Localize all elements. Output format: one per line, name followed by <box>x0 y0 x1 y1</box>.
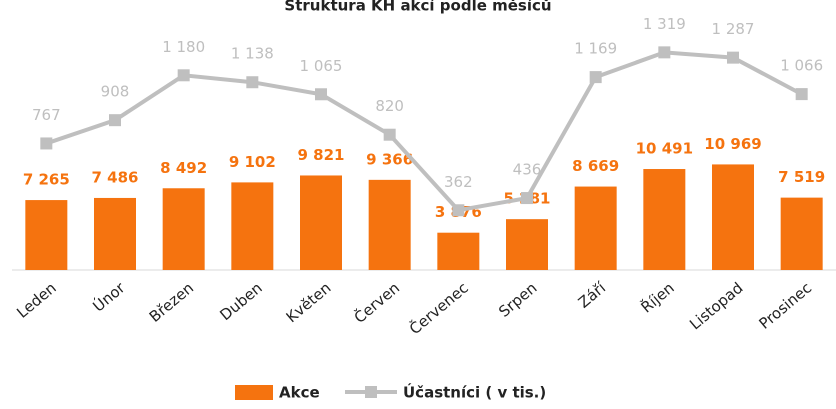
bar-label: 8 492 <box>160 159 207 177</box>
line <box>45 50 803 213</box>
x-tick-label: Srpen <box>495 279 540 321</box>
bar-label: 8 669 <box>572 157 619 175</box>
line-marker <box>795 88 808 101</box>
x-tick-label: Leden <box>13 279 59 322</box>
line-marker <box>383 128 396 141</box>
x-tick-label: Říjen <box>637 278 678 317</box>
bar-label: 9 821 <box>298 146 345 164</box>
line-marker <box>521 192 533 205</box>
x-tick-label: Únor <box>89 277 129 315</box>
legend-swatch <box>365 386 377 398</box>
bar <box>162 188 205 270</box>
legend-label: Akce <box>279 384 320 402</box>
bar-label: 9 366 <box>366 150 413 168</box>
bar <box>94 197 136 270</box>
legend-swatch <box>235 385 273 400</box>
line-marker <box>658 46 671 59</box>
line-marker <box>177 69 190 82</box>
x-tick-label: Prosinec <box>755 279 815 333</box>
line-marker <box>452 204 465 217</box>
x-tick-label: Listopad <box>686 279 746 334</box>
bar <box>780 197 823 270</box>
x-tick-label: Květen <box>283 279 335 327</box>
x-tick-label: Červen <box>350 278 403 327</box>
bar-label: 10 491 <box>636 140 693 158</box>
line-label: 1 138 <box>231 45 274 63</box>
bar <box>643 169 686 270</box>
bar <box>437 232 480 270</box>
line-label: 1 287 <box>712 20 755 38</box>
bar <box>506 219 548 270</box>
x-tick-label: Září <box>575 278 610 311</box>
line-label: 767 <box>32 106 61 124</box>
bar <box>231 182 274 270</box>
line-label: 1 169 <box>574 40 617 58</box>
line-label: 1 180 <box>162 38 205 56</box>
bar <box>712 164 754 270</box>
line-label: 820 <box>375 97 404 115</box>
x-tick-label: Červenec <box>405 278 472 338</box>
line-marker <box>727 51 739 64</box>
chart-title: Struktura KH akcí podle měsíců <box>284 0 551 15</box>
legend-label: Účastníci ( v tis.) <box>403 383 546 402</box>
bar <box>300 175 342 270</box>
line-marker <box>589 71 602 84</box>
line-label: 1 066 <box>780 57 823 75</box>
line-marker <box>246 76 259 89</box>
line-marker <box>109 114 121 127</box>
line-label: 362 <box>444 173 473 191</box>
x-tick-label: Březen <box>146 279 197 326</box>
bar-label: 7 486 <box>92 168 139 186</box>
bar-label: 10 969 <box>704 135 761 153</box>
line-label: 1 319 <box>643 15 686 33</box>
line-label: 908 <box>101 83 130 101</box>
bar <box>574 186 617 270</box>
bar-label: 9 102 <box>229 153 276 171</box>
line-label: 436 <box>513 161 542 179</box>
bar-label: 7 519 <box>778 168 825 186</box>
line-marker <box>40 137 53 150</box>
line-label: 1 065 <box>300 57 343 75</box>
bar <box>25 200 68 270</box>
x-tick-label: Duben <box>216 279 265 324</box>
bar <box>368 179 411 270</box>
line-marker <box>315 88 327 101</box>
bar-label: 7 265 <box>23 171 70 189</box>
